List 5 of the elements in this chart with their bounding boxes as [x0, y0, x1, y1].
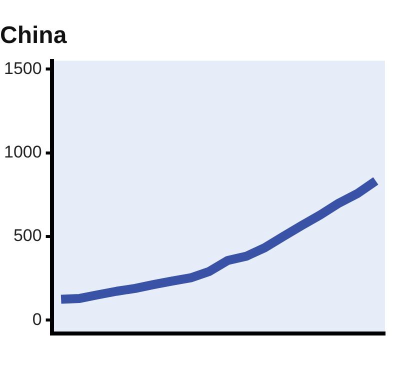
y-tick-label: 0: [32, 310, 42, 329]
y-tick-label: 500: [13, 226, 42, 246]
chart-title: China: [0, 22, 68, 50]
y-tick-label: 1000: [4, 142, 42, 162]
y-tick-label: 1500: [4, 58, 42, 78]
